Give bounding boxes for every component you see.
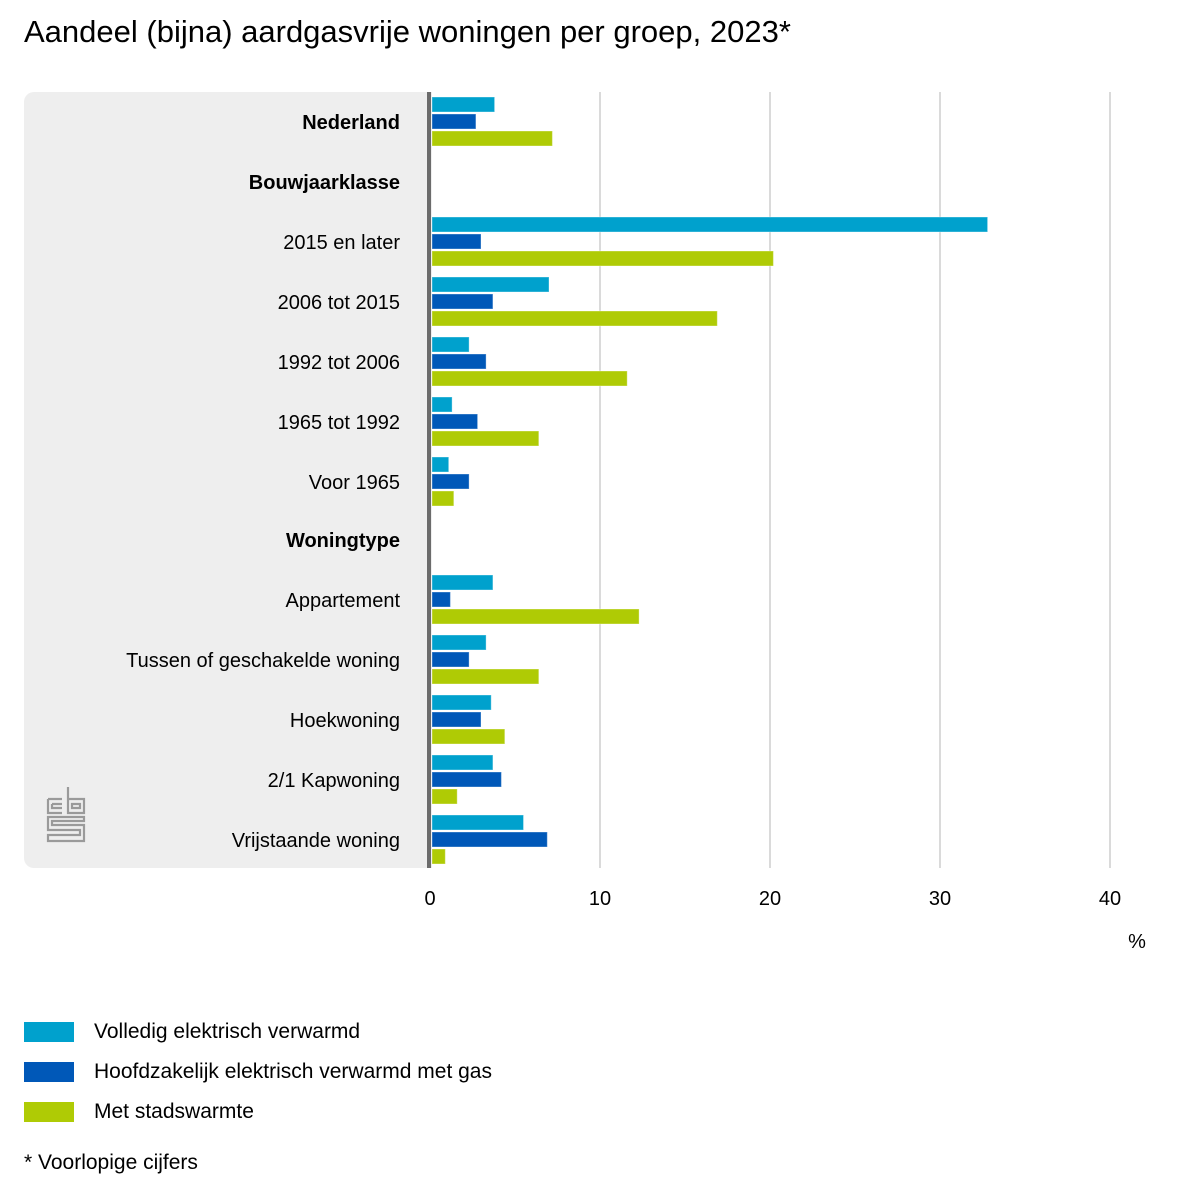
bar	[431, 396, 453, 413]
bar	[431, 651, 470, 668]
bar	[431, 310, 718, 327]
legend-swatch	[24, 1102, 74, 1122]
bar	[431, 754, 494, 771]
bar	[431, 250, 774, 267]
bar	[431, 473, 470, 490]
x-axis-label: %	[1128, 931, 1146, 953]
legend-item: Volledig elektrisch verwarmd	[24, 1012, 492, 1052]
legend-label: Met stadswarmte	[94, 1100, 254, 1123]
cbs-logo-icon	[46, 787, 86, 843]
bar-chart: Nederland Bouwjaarklasse 2015 en later 2006…	[126, 92, 1146, 953]
bar	[431, 574, 494, 591]
legend-swatch	[24, 1062, 74, 1082]
bar	[431, 96, 496, 113]
bar	[431, 456, 450, 473]
legend-swatch	[24, 1022, 74, 1042]
category-label: Nederland	[302, 112, 400, 134]
category-label: 2015 en later	[283, 232, 400, 254]
bar	[431, 336, 470, 353]
category-label: Vrijstaande woning	[232, 830, 400, 852]
category-label: 2006 tot 2015	[278, 292, 400, 314]
bar	[431, 788, 458, 805]
bar	[431, 216, 989, 233]
category-label: Hoekwoning	[290, 710, 400, 732]
bar	[431, 293, 494, 310]
x-tick-label: 0	[424, 888, 435, 910]
y-axis-line	[427, 92, 431, 868]
bar	[431, 276, 550, 293]
x-tick-label: 20	[759, 888, 781, 910]
bar	[431, 233, 482, 250]
bar	[431, 771, 502, 788]
bar	[431, 130, 553, 147]
bar	[431, 490, 455, 507]
bar	[431, 634, 487, 651]
bar	[431, 814, 524, 831]
category-group-header: Woningtype	[286, 530, 400, 552]
bar	[431, 413, 479, 430]
bar	[431, 711, 482, 728]
bar	[431, 668, 540, 685]
bar	[431, 831, 548, 848]
bar	[431, 694, 492, 711]
x-tick-label: 40	[1099, 888, 1121, 910]
category-label: 1992 tot 2006	[278, 352, 400, 374]
category-label: Tussen of geschakelde woning	[126, 650, 400, 672]
chart-title: Aandeel (bijna) aardgasvrije woningen pe…	[24, 14, 791, 49]
legend-label: Volledig elektrisch verwarmd	[94, 1020, 361, 1043]
category-label-panel	[24, 92, 432, 868]
bar	[431, 430, 540, 447]
bar	[431, 113, 477, 130]
footnote: * Voorlopige cijfers	[24, 1151, 198, 1174]
category-label: Voor 1965	[309, 472, 400, 494]
bar	[431, 728, 506, 745]
bar	[431, 353, 487, 370]
category-label: 1965 tot 1992	[278, 412, 400, 434]
legend-item: Hoofdzakelijk elektrisch verwarmd met ga…	[24, 1052, 492, 1092]
category-label: Appartement	[285, 590, 400, 612]
x-tick-label: 10	[589, 888, 611, 910]
legend-label: Hoofdzakelijk elektrisch verwarmd met ga…	[94, 1060, 492, 1083]
bar	[431, 591, 451, 608]
bar	[431, 608, 640, 625]
legend: Volledig elektrisch verwarmd Hoofdzakeli…	[24, 1012, 492, 1132]
legend-item: Met stadswarmte	[24, 1092, 492, 1132]
bar	[431, 848, 446, 865]
category-group-header: Bouwjaarklasse	[249, 172, 400, 194]
bar	[431, 370, 628, 387]
x-tick-label: 30	[929, 888, 951, 910]
category-label: 2/1 Kapwoning	[268, 770, 400, 792]
